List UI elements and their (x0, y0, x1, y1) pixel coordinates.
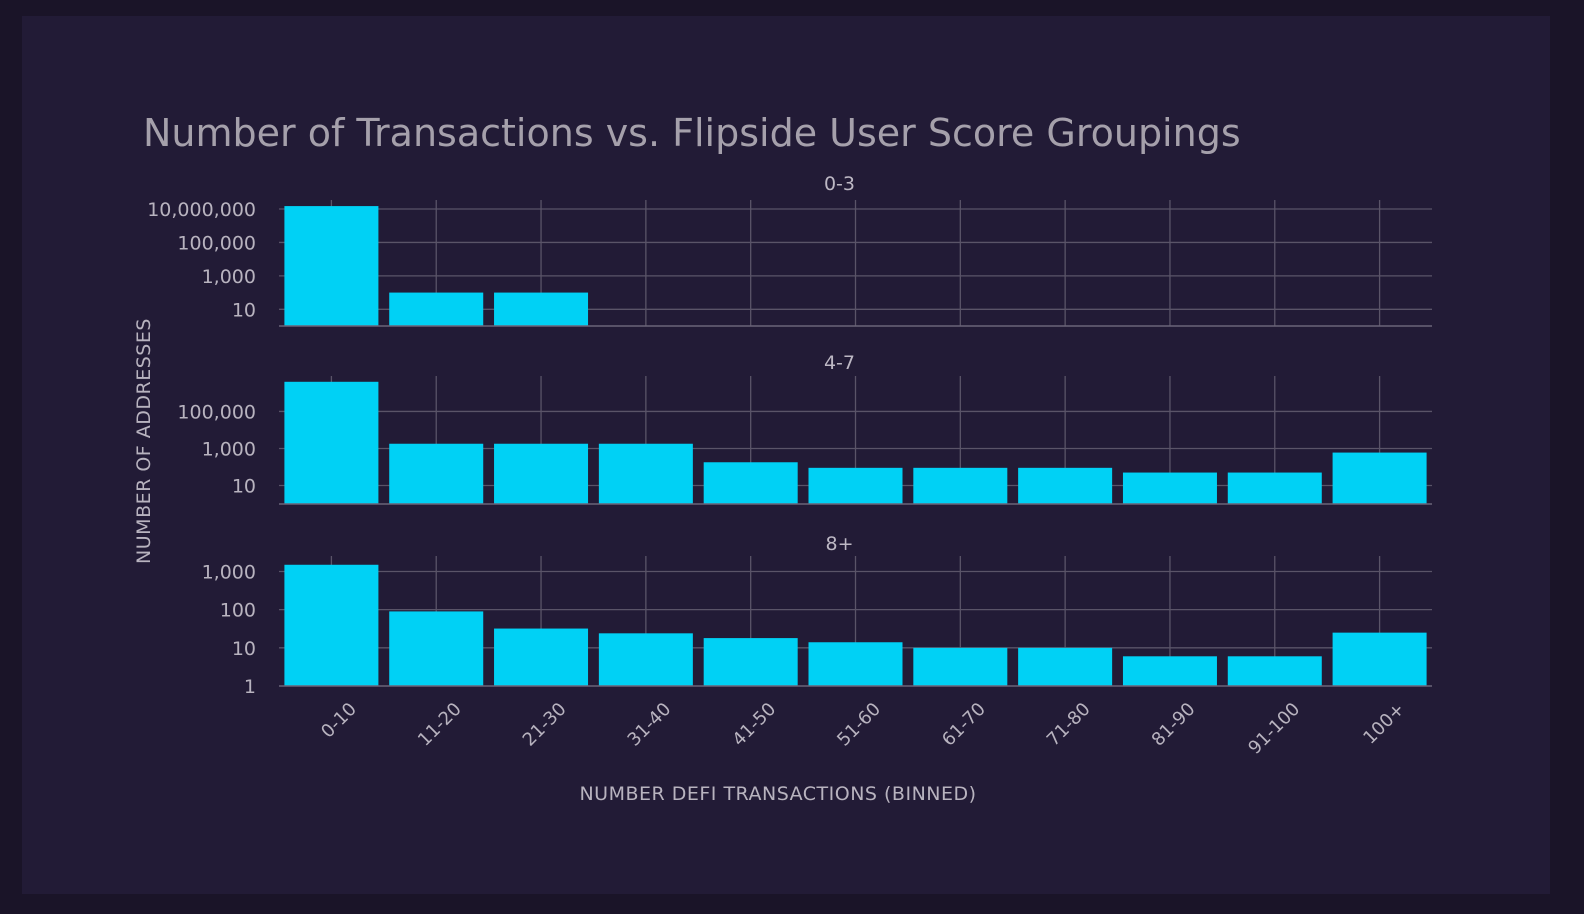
y-tick-label: 100,000 (177, 232, 256, 254)
bar-0-10 (284, 564, 379, 686)
x-tick-label: 0-10 (317, 699, 361, 743)
bar-21-30 (494, 443, 589, 504)
y-tick-label: 10,000,000 (147, 199, 256, 221)
x-tick-label: 61-70 (938, 699, 990, 751)
bar-31-40 (598, 443, 693, 504)
y-tick-label: 10 (232, 638, 256, 660)
bar-21-30 (494, 628, 589, 686)
bar-31-40 (598, 633, 693, 686)
x-axis-label: NUMBER DEFI TRANSACTIONS (BINNED) (579, 783, 976, 805)
panel-label: 4-7 (824, 352, 855, 374)
bar-0-10 (284, 381, 379, 504)
panel-label: 8+ (825, 533, 853, 555)
bar-11-20 (389, 611, 484, 686)
x-tick-label: 41-50 (728, 699, 780, 751)
panel-2: 10 1,000 100,000 4-7 (177, 352, 1432, 505)
y-tick-label: 1,000 (202, 438, 256, 460)
bar-81-90 (1122, 656, 1217, 686)
y-axis-label: NUMBER OF ADDRESSES (133, 318, 155, 564)
bar-100+ (1332, 632, 1427, 686)
bar-51-60 (808, 467, 903, 504)
y-tick-label: 100,000 (177, 401, 256, 423)
bar-41-50 (703, 638, 798, 686)
panel-3: 1 10 100 1,000 8+ (202, 533, 1432, 698)
panel-1: 10 1,000 100,000 10,000,000 0-3 (147, 173, 1432, 327)
x-tick-label: 51-60 (833, 699, 885, 751)
x-tick-label: 81-90 (1148, 699, 1200, 751)
x-tick-labels: 0-10 11-20 21-30 31-40 41-50 51-60 61-70 71-80 8… (317, 699, 1409, 759)
bar-0-10 (284, 206, 379, 326)
x-tick-label: 71-80 (1043, 699, 1095, 751)
bar-91-100 (1227, 656, 1322, 686)
x-tick-label: 100+ (1359, 699, 1409, 749)
chart-canvas: Number of Transactions vs. Flipside User… (133, 111, 1432, 805)
y-tick-label: 100 (220, 600, 256, 622)
bar-71-80 (1018, 467, 1113, 504)
bar-71-80 (1018, 647, 1113, 686)
panel-label: 0-3 (824, 173, 855, 195)
bar-100+ (1332, 452, 1427, 504)
x-tick-label: 91-100 (1244, 699, 1304, 759)
x-tick-label: 31-40 (624, 699, 676, 751)
bar-21-30 (494, 292, 589, 326)
x-tick-label: 21-30 (519, 699, 571, 751)
bar-11-20 (389, 443, 484, 504)
y-tick-label: 10 (232, 475, 256, 497)
chart-card: Number of Transactions vs. Flipside User… (22, 16, 1550, 894)
y-tick-label: 1,000 (202, 561, 256, 583)
bar-11-20 (389, 292, 484, 326)
chart-panels: 10 1,000 100,000 10,000,000 0-3 10 1,000 100,00… (147, 173, 1432, 759)
y-tick-label: 1,000 (202, 266, 256, 288)
chart-title: Number of Transactions vs. Flipside User… (143, 111, 1241, 155)
bar-91-100 (1227, 472, 1322, 504)
x-tick-label: 11-20 (414, 699, 466, 751)
y-tick-label: 1 (244, 676, 256, 698)
bar-61-70 (913, 647, 1008, 686)
y-tick-label: 10 (232, 299, 256, 321)
bar-81-90 (1122, 472, 1217, 504)
bar-51-60 (808, 642, 903, 686)
bar-41-50 (703, 462, 798, 504)
bar-61-70 (913, 467, 1008, 504)
